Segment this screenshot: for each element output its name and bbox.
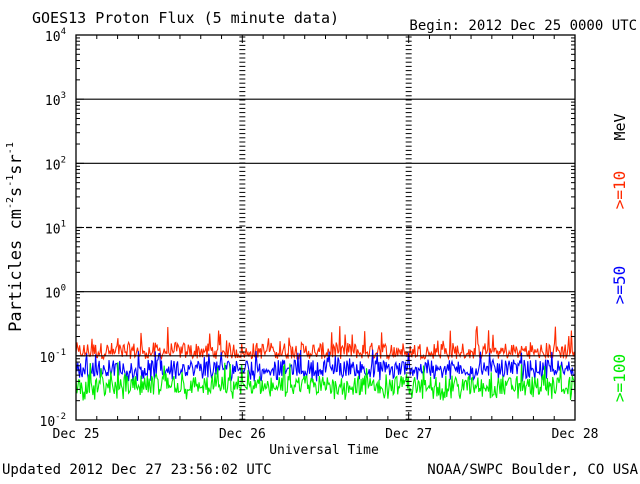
x-tick-label-4: Dec 28 xyxy=(552,427,599,442)
chart-title: GOES13 Proton Flux (5 minute data) xyxy=(32,9,339,27)
x-tick-label-1: Dec 25 xyxy=(53,427,100,442)
series-line-3 xyxy=(75,362,576,401)
footer-source: NOAA/SWPC Boulder, CO USA xyxy=(427,462,638,478)
y-tick-label-6: 10-1 xyxy=(40,348,67,366)
series-line-1 xyxy=(75,326,576,361)
y-axis-label: Particles cm-2s-1sr-1 xyxy=(5,142,26,332)
y-tick-label-5: 100 xyxy=(45,284,66,302)
y-tick-label-3: 102 xyxy=(45,155,66,173)
y-tick-label-2: 103 xyxy=(45,91,66,109)
y-tick-label-1: 104 xyxy=(45,27,66,45)
x-tick-label-3: Dec 27 xyxy=(385,427,432,442)
series-line-2 xyxy=(75,349,576,382)
legend-ge100: >=100 xyxy=(610,354,629,402)
y-tick-label-7: 10-2 xyxy=(40,412,67,430)
legend-ge10: >=10 xyxy=(610,171,629,210)
unit-label: MeV xyxy=(611,113,629,140)
begin-label: Begin: 2012 Dec 25 0000 UTC xyxy=(409,18,637,34)
legend-ge50: >=50 xyxy=(610,266,629,305)
footer-updated: Updated 2012 Dec 27 23:56:02 UTC xyxy=(2,462,272,478)
x-tick-label-2: Dec 26 xyxy=(219,427,266,442)
x-axis-label: Universal Time xyxy=(269,443,379,458)
y-tick-label-4: 101 xyxy=(45,220,66,238)
